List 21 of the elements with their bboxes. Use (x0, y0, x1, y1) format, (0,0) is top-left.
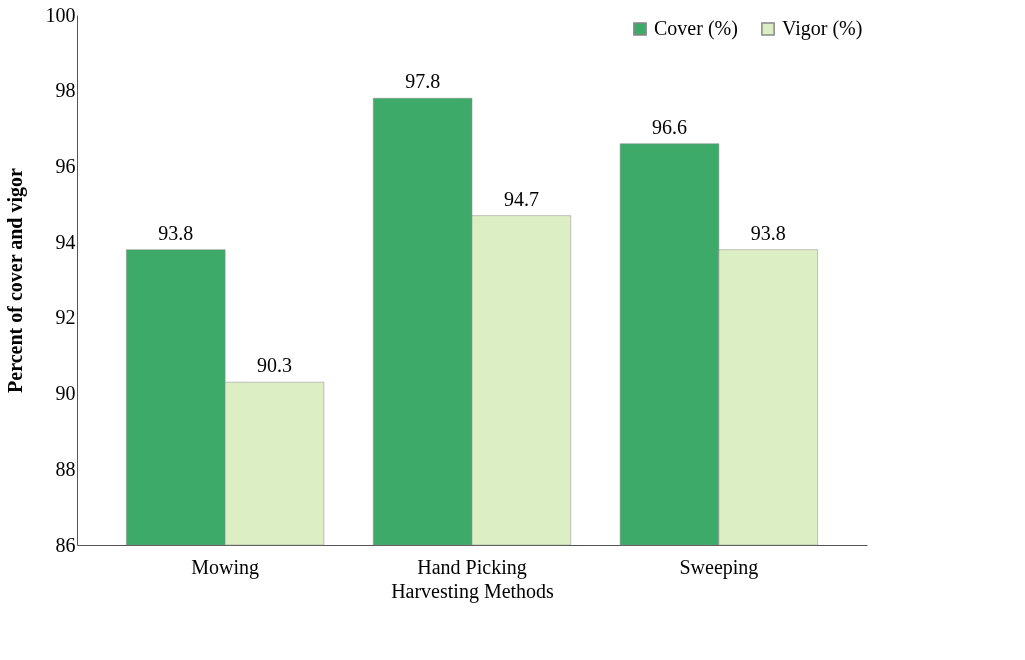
x-tick-label: Hand Picking (417, 555, 527, 579)
x-tick-label: Sweeping (679, 555, 759, 579)
y-tick-label: 100 (45, 3, 76, 26)
data-label: 93.8 (158, 221, 194, 244)
data-label: 96.6 (652, 115, 687, 138)
y-axis-title: Percent of cover and vigor (3, 168, 27, 393)
y-tick-label: 96 (55, 154, 76, 177)
y-tick-label: 94 (55, 230, 76, 253)
y-tick-label: 90 (55, 382, 76, 405)
y-tick-label: 92 (55, 306, 76, 329)
x-axis-title: Harvesting Methods (391, 579, 555, 603)
legend-label: Vigor (%) (782, 17, 863, 40)
data-label: 90.3 (257, 354, 292, 377)
y-tick-label: 88 (55, 457, 76, 480)
data-label: 97.8 (405, 70, 441, 93)
x-tick-label: Mowing (191, 555, 260, 579)
y-tick-label: 86 (55, 533, 76, 556)
legend-label: Cover (%) (654, 17, 738, 40)
y-tick-label: 98 (55, 79, 76, 102)
data-label: 93.8 (750, 221, 786, 244)
data-label: 94.7 (503, 187, 539, 210)
